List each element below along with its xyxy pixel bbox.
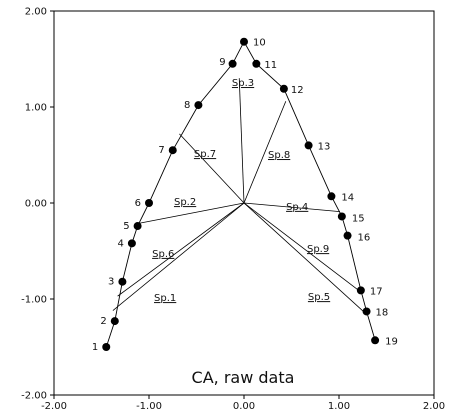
y-tick-label: -1.00	[21, 295, 47, 306]
site-points	[102, 37, 380, 351]
site-point	[102, 343, 111, 351]
species-arrow	[112, 202, 245, 311]
species-label: Sp.2	[174, 197, 196, 208]
x-tick-label: 2.00	[423, 401, 445, 412]
species-arrows	[112, 78, 366, 314]
site-label: 5	[123, 221, 129, 232]
x-tick-label: -1.00	[136, 401, 162, 412]
site-label: 19	[385, 336, 398, 347]
site-label: 3	[108, 277, 114, 288]
site-label: 12	[291, 85, 304, 96]
x-tick-label: 0.00	[233, 401, 255, 412]
site-label: 7	[158, 145, 164, 156]
y-tick-label: 2.00	[25, 7, 47, 18]
site-label: 6	[135, 198, 141, 209]
species-label: Sp.6	[152, 249, 174, 260]
y-tick-label: 1.00	[25, 103, 47, 114]
species-label: Sp.4	[286, 202, 308, 213]
site-label: 2	[100, 316, 106, 327]
axis-ticks: -2.00 -1.00 0.00 1.00 2.00 -2.00 -1.00 0.00 1.00…	[21, 7, 445, 413]
species-arrow	[117, 202, 245, 297]
species-arrow	[243, 202, 361, 292]
site-point	[127, 239, 136, 248]
site-point	[371, 336, 380, 345]
x-tick-label: -2.00	[41, 401, 67, 412]
site-point	[304, 141, 313, 150]
site-label: 16	[358, 233, 371, 244]
species-arrow	[179, 133, 245, 204]
site-point	[168, 146, 177, 155]
site-label: 15	[352, 213, 365, 224]
species-label: Sp.5	[308, 292, 330, 303]
site-point	[240, 37, 248, 46]
chart-title: CA, raw data	[192, 368, 295, 387]
site-point	[110, 317, 119, 326]
species-label: Sp.7	[194, 149, 216, 160]
species-arrow	[134, 202, 245, 225]
site-label: 10	[253, 38, 266, 49]
y-tick-label: 0.00	[25, 199, 47, 210]
site-label: 17	[370, 286, 383, 297]
site-label: 18	[376, 307, 389, 318]
species-arrow	[238, 78, 245, 204]
site-point	[356, 286, 365, 295]
site-point	[337, 212, 346, 221]
site-point	[133, 222, 142, 231]
y-tick-label: -2.00	[21, 391, 47, 402]
site-label: 8	[184, 100, 190, 111]
species-label: Sp.1	[154, 293, 176, 304]
x-tick-label: 1.00	[328, 401, 350, 412]
point-labels: 12345678910111213141516171819Sp.1Sp.2Sp.…	[92, 38, 398, 353]
site-point	[145, 199, 153, 207]
site-label: 9	[219, 57, 225, 68]
species-label: Sp.8	[268, 150, 290, 161]
site-label: 13	[318, 141, 331, 152]
site-point	[194, 101, 203, 110]
site-point	[228, 59, 237, 68]
site-point	[118, 277, 127, 286]
site-label: 1	[92, 342, 98, 353]
site-point	[343, 231, 352, 240]
species-arrow	[243, 202, 366, 314]
site-label: 14	[341, 192, 354, 203]
site-label: 4	[118, 238, 124, 249]
species-arrow	[243, 101, 287, 204]
site-point	[327, 192, 336, 201]
species-arrow	[243, 202, 340, 213]
site-point	[252, 59, 261, 68]
species-label: Sp.3	[232, 78, 254, 89]
site-label: 11	[264, 60, 277, 71]
site-point	[279, 84, 288, 93]
species-label: Sp.9	[307, 244, 329, 255]
site-point	[362, 307, 371, 316]
